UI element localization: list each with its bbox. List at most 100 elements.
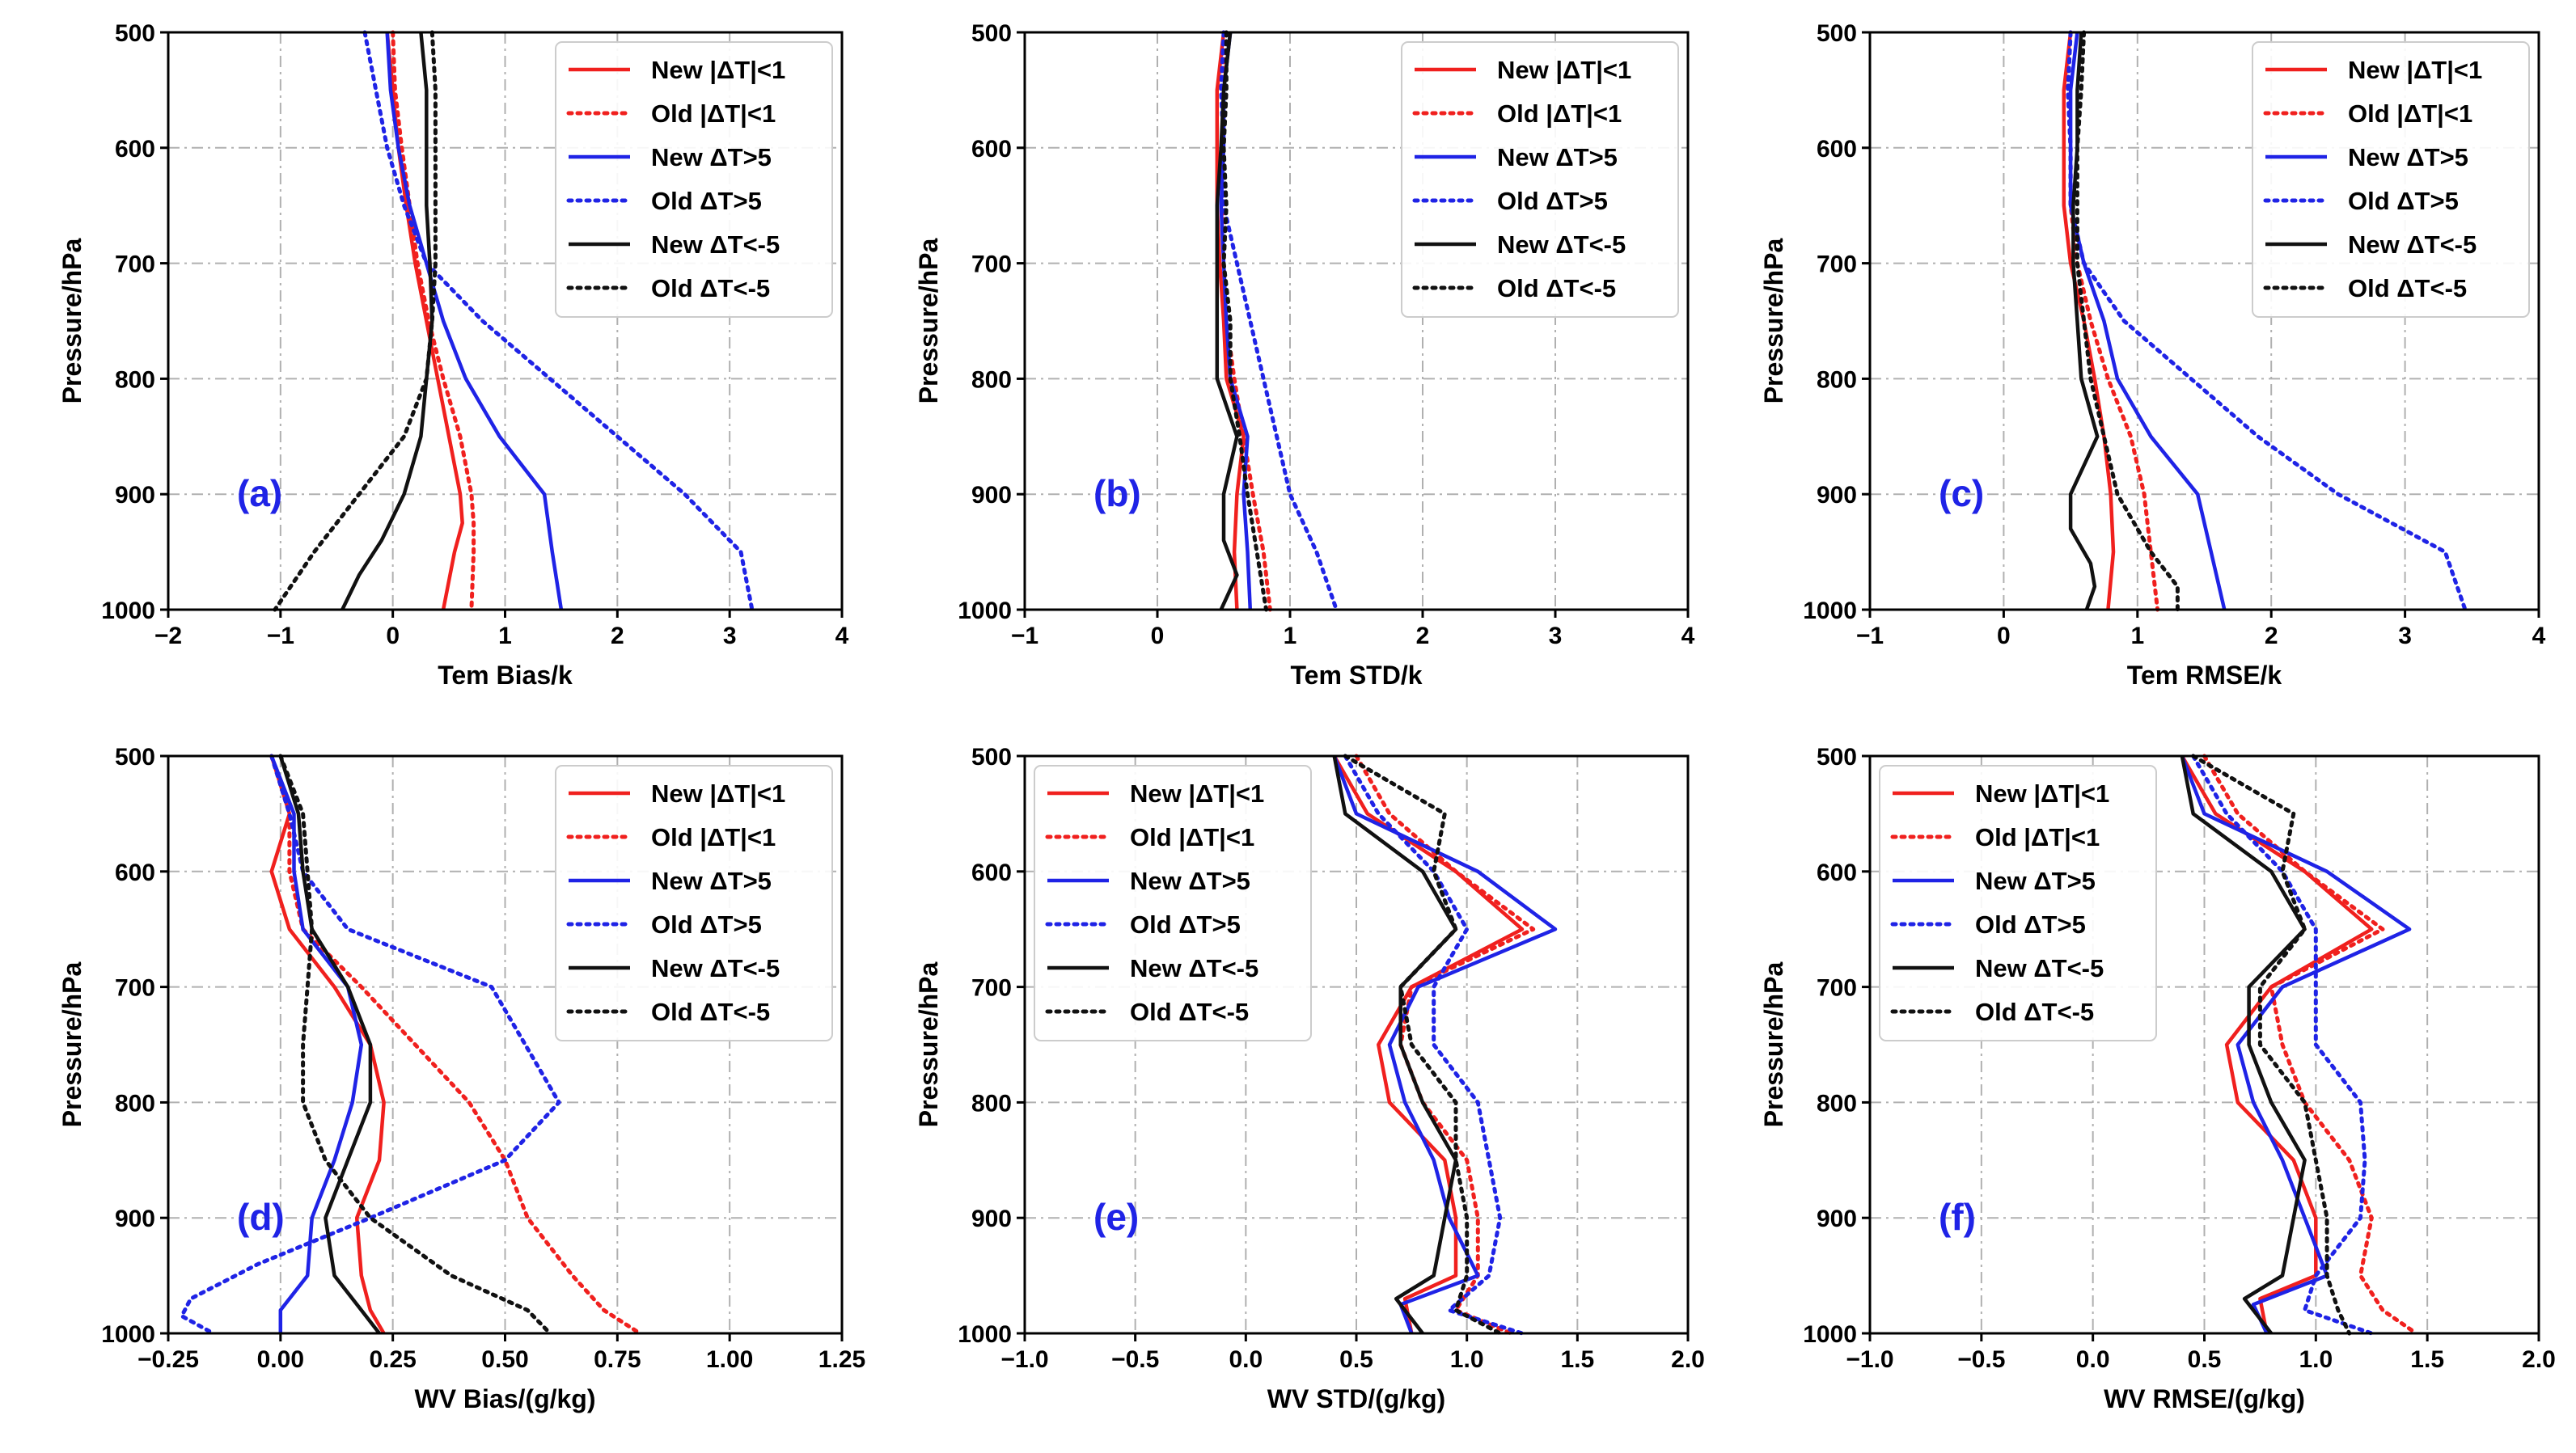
y-tick-label: 600 [971,860,1012,886]
plot-frame [1868,31,2540,611]
x-tick-label: 0 [1997,623,2011,649]
panels-container: −2 −1 0 1 2 3 4 500 600 700 800 900 1000 Tem Bias/k Pr… [57,20,2556,1413]
x-tick-label: 1.25 [818,1346,865,1373]
legend-label: Old ΔT>5 [651,187,762,215]
legend-label: Old |ΔT|<1 [1497,99,1622,128]
legend-label: Old ΔT<-5 [2348,274,2467,302]
panel-label: (a) [237,472,282,514]
x-tick-label: 0.5 [2188,1346,2222,1373]
y-tick-label: 600 [115,136,155,163]
y-tick-label: 900 [1817,482,1857,509]
y-tick-label: 1000 [101,598,155,624]
legend-label: New ΔT<-5 [1130,954,1258,982]
series-line [273,30,438,612]
y-tick-label: 600 [1817,136,1857,163]
x-tick-label: 3 [723,623,737,649]
legend-label: Old ΔT<-5 [651,274,770,302]
series-line [1343,754,1525,1336]
series-line [2075,30,2180,612]
legend-label: New ΔT<-5 [1975,954,2104,982]
series-line [1343,754,1503,1336]
x-tick-label: 0.25 [369,1346,416,1373]
legend-box [1401,41,1679,318]
x-tick-label: 0 [386,623,400,649]
x-tick-label: −1 [267,623,294,649]
legend-box [1879,765,2157,1041]
legend-label: New ΔT>5 [651,867,772,895]
x-tick-label: −1 [1856,623,1884,649]
y-tick-label: 700 [1817,251,1857,278]
x-axis-label: Tem Bias/k [438,661,573,690]
x-axis-label: Tem STD/k [1291,661,1423,690]
series-line [1332,754,1525,1334]
x-tick-label: 4 [835,623,849,649]
legend-label: Old ΔT<-5 [1497,274,1616,302]
x-tick-label: −0.5 [1111,1346,1159,1373]
legend-label: New ΔT>5 [1975,867,2096,895]
y-axis-label: Pressure/hPa [1759,962,1788,1128]
x-tick-label: 4 [2532,623,2546,649]
y-tick-label: 900 [971,482,1012,509]
legend: New |ΔT|<1 Old |ΔT|<1 New ΔT>5 Old ΔT>5 New … [555,41,833,318]
x-tick-label: 1 [1284,623,1297,649]
legend-label: Old ΔT<-5 [1975,998,2094,1026]
x-tick-label: 1.5 [2410,1346,2444,1373]
x-tick-label: 1.0 [1450,1346,1484,1373]
x-tick-label: 1 [498,623,512,649]
series-line [2066,30,2468,612]
series-line [269,755,386,1335]
y-tick-label: 500 [1817,744,1857,771]
x-tick-label: 1 [2130,623,2144,649]
legend-label: New |ΔT|<1 [1497,56,1631,84]
x-axis-label: WV STD/(g/kg) [1267,1384,1445,1413]
y-tick-label: 700 [971,251,1012,278]
y-axis-label: Pressure/hPa [914,239,943,404]
series-line [278,754,552,1336]
y-tick-label: 500 [115,744,155,771]
x-tick-label: −0.25 [137,1346,199,1373]
chart-panel: −1 0 1 2 3 4 500 600 700 800 900 1000 Tem RMSE/k Pres… [1759,20,2546,690]
x-tick-label: −0.5 [1957,1346,2005,1373]
x-tick-label: 0.5 [1339,1346,1373,1373]
panel-label: (e) [1093,1196,1139,1238]
series-line [1332,755,1558,1334]
series-line [2180,755,2307,1335]
y-tick-label: 600 [1817,860,1857,886]
chart-panel: −0.25 0.00 0.25 0.50 0.75 1.00 1.25 500 600 700 80… [57,744,865,1413]
legend: New |ΔT|<1 Old |ΔT|<1 New ΔT>5 Old ΔT>5 New … [555,765,833,1041]
series-line [269,755,364,1333]
legend-label: Old ΔT>5 [651,910,762,939]
y-tick-label: 500 [971,20,1012,47]
y-tick-label: 500 [971,744,1012,771]
x-tick-label: 0.0 [2076,1346,2110,1373]
series-line [391,30,476,612]
y-axis-label: Pressure/hPa [57,962,87,1128]
y-tick-label: 600 [115,860,155,886]
legend-box [1034,765,1312,1041]
series-line [2180,754,2374,1334]
legend-label: Old ΔT>5 [1130,910,1241,939]
x-tick-label: 2.0 [2522,1346,2556,1373]
chart-panel: −1.0 −0.5 0.0 0.5 1.0 1.5 2.0 500 600 700 800 900 10… [914,744,1705,1413]
series-line [1332,755,1458,1335]
panel-label: (b) [1093,472,1141,514]
x-axis-label: WV RMSE/(g/kg) [2104,1384,2305,1413]
panel-label: (c) [1939,472,1984,514]
y-tick-label: 600 [971,136,1012,163]
y-tick-label: 700 [971,975,1012,1002]
legend-label: New ΔT>5 [1497,143,1618,171]
series-line [2180,755,2412,1334]
chart-panel: −1.0 −0.5 0.0 0.5 1.0 1.5 2.0 500 600 700 800 900 10… [1759,744,2556,1413]
legend-box [555,765,833,1041]
y-tick-label: 1000 [1803,598,1857,624]
y-axis-label: Pressure/hPa [914,962,943,1128]
y-axis-label: Pressure/hPa [1759,239,1788,404]
y-tick-label: 1000 [958,598,1012,624]
chart-panel: −1 0 1 2 3 4 500 600 700 800 900 1000 Tem STD/k Press… [914,20,1695,690]
legend-label: New |ΔT|<1 [651,56,785,84]
x-tick-label: 1.00 [706,1346,753,1373]
y-tick-label: 800 [971,1090,1012,1117]
legend-label: New ΔT<-5 [651,954,780,982]
x-tick-label: 3 [1549,623,1563,649]
series-line [1219,30,1339,612]
